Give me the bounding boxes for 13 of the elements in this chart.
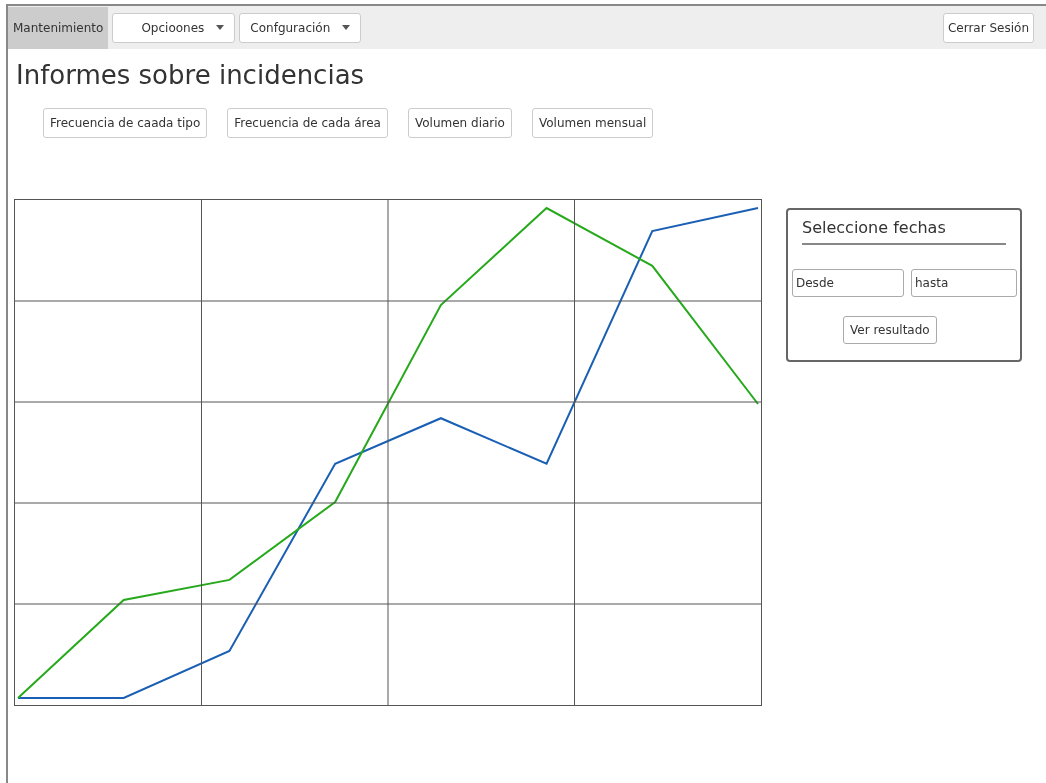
text: Frecuencia de cada área <box>234 116 381 130</box>
text: hasta <box>915 276 949 290</box>
text: Cerrar Sesión <box>947 20 1029 35</box>
text: Volumen mensual <box>538 116 647 130</box>
text: Opcioones <box>141 20 205 35</box>
text: Volumen diario <box>414 116 505 130</box>
text: Confguración <box>250 20 331 35</box>
text: Frecuencia de caada tipo <box>50 116 201 130</box>
text: Mantenimiento <box>13 20 104 35</box>
text: Ver resultado <box>850 323 930 337</box>
text: Seleccione fechas <box>802 218 1006 245</box>
text: Informes sobre incidencias <box>16 60 366 90</box>
text: Desde <box>796 276 834 290</box>
